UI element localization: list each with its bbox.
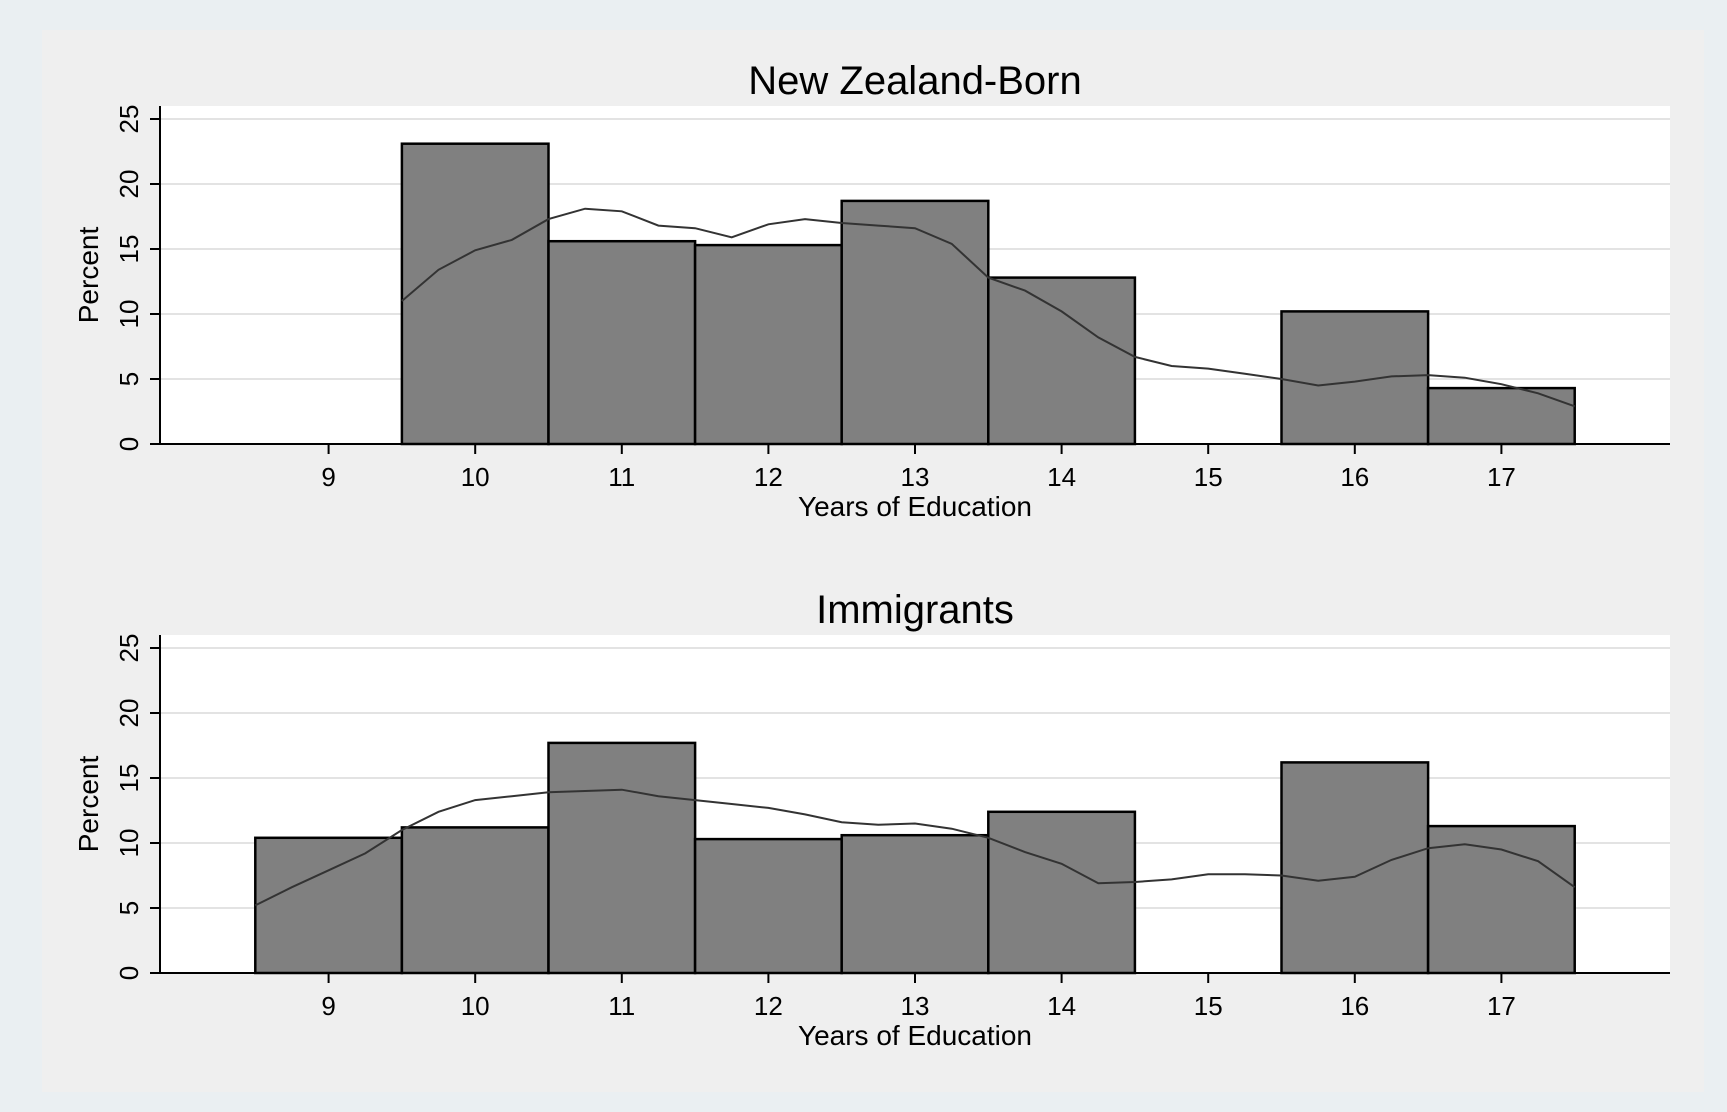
bar xyxy=(693,243,843,446)
x-tick-label: 16 xyxy=(1340,462,1369,492)
bar xyxy=(400,826,550,975)
bar xyxy=(1426,824,1576,975)
bar xyxy=(1280,761,1430,975)
axes-immigrants: 0 5 10 15 20 25 9 10 11 12 13 14 15 16 17 xyxy=(114,634,1670,1021)
bar xyxy=(1426,386,1576,446)
x-tick-label: 17 xyxy=(1487,991,1516,1021)
x-tick-label: 11 xyxy=(608,462,635,492)
density-line-nz-born xyxy=(401,207,1576,408)
y-tick-label: 20 xyxy=(114,170,144,199)
bar xyxy=(987,810,1137,975)
y-tick-label: 25 xyxy=(114,105,144,134)
panel-nz-born: 0 5 10 15 20 25 9 10 11 12 13 14 15 16 17 New Zealand-… xyxy=(73,59,1670,522)
x-axis-label-immigrants: Years of Education xyxy=(798,1020,1032,1051)
y-axis-label-immigrants: Percent xyxy=(73,756,104,853)
bar xyxy=(840,833,990,975)
x-axis-label-nz-born: Years of Education xyxy=(798,491,1032,522)
y-tick-label: 5 xyxy=(114,372,144,386)
bars-immigrants xyxy=(254,741,1576,975)
x-tick-label: 12 xyxy=(754,991,783,1021)
y-tick-label: 10 xyxy=(114,829,144,858)
x-tick-label: 15 xyxy=(1194,991,1223,1021)
x-tick-label: 9 xyxy=(321,991,335,1021)
bar xyxy=(547,741,697,975)
y-tick-label: 5 xyxy=(114,901,144,915)
x-tick-label: 17 xyxy=(1487,462,1516,492)
bar xyxy=(840,199,990,446)
y-tick-label: 0 xyxy=(114,437,144,451)
bars-nz-born xyxy=(400,142,1576,446)
panel-immigrants: 0 5 10 15 20 25 9 10 11 12 13 14 15 16 17 Immigrants Y… xyxy=(73,588,1670,1051)
bar xyxy=(254,836,404,975)
y-tick-label: 15 xyxy=(114,764,144,793)
x-tick-label: 13 xyxy=(901,991,930,1021)
bar xyxy=(400,142,550,446)
x-tick-label: 16 xyxy=(1340,991,1369,1021)
y-tick-label: 0 xyxy=(114,966,144,980)
x-tick-label: 12 xyxy=(754,462,783,492)
x-tick-label: 10 xyxy=(461,991,490,1021)
x-tick-label: 14 xyxy=(1047,462,1076,492)
chart-title-immigrants: Immigrants xyxy=(816,588,1014,632)
bar xyxy=(987,276,1137,446)
y-tick-label: 25 xyxy=(114,634,144,663)
y-axis-label-nz-born: Percent xyxy=(73,227,104,324)
bar xyxy=(693,837,843,975)
y-tick-label: 20 xyxy=(114,699,144,728)
chart-title-nz-born: New Zealand-Born xyxy=(748,59,1082,103)
x-tick-label: 11 xyxy=(608,991,635,1021)
axes-nz-born: 0 5 10 15 20 25 9 10 11 12 13 14 15 16 17 xyxy=(114,105,1670,492)
y-tick-label: 15 xyxy=(114,235,144,264)
x-tick-label: 14 xyxy=(1047,991,1076,1021)
x-tick-label: 9 xyxy=(321,462,335,492)
y-tick-label: 10 xyxy=(114,300,144,329)
density-line-immigrants xyxy=(254,788,1576,907)
x-tick-label: 13 xyxy=(901,462,930,492)
bar xyxy=(1280,310,1430,446)
x-tick-label: 15 xyxy=(1194,462,1223,492)
bar xyxy=(547,239,697,446)
x-tick-label: 10 xyxy=(461,462,490,492)
